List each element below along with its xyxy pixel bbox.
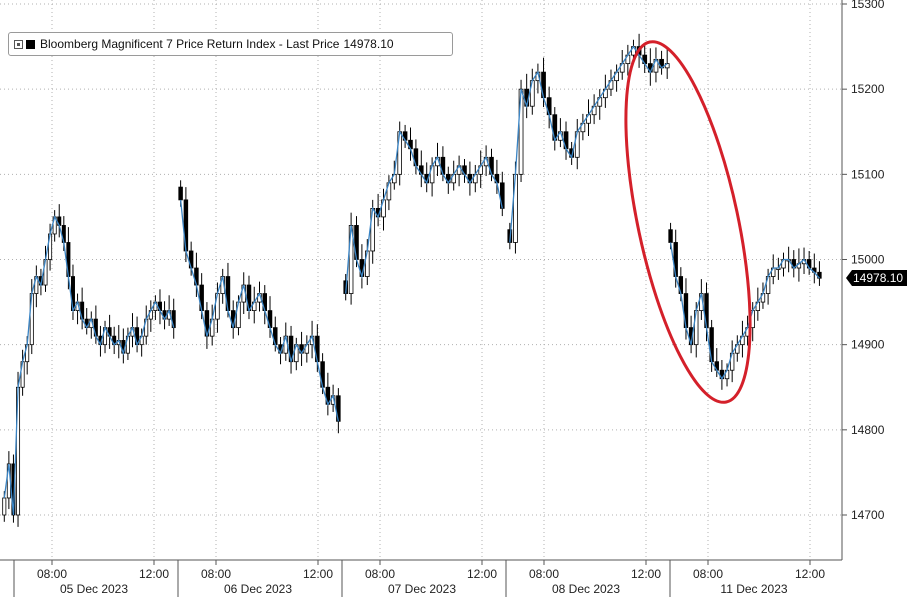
x-tick-label: 12:00 — [303, 567, 333, 581]
y-tick-label: 14800 — [851, 423, 885, 437]
trend-line-segment — [179, 199, 340, 422]
legend-label: Bloomberg Magnificent 7 Price Return Ind… — [40, 37, 340, 51]
trend-line-segment — [345, 129, 503, 294]
highlight-ellipse — [624, 40, 752, 404]
legend-value: 14978.10 — [343, 37, 394, 51]
y-tick-label: 15000 — [851, 253, 885, 267]
candles — [2, 33, 822, 527]
x-tick-label: 08:00 — [37, 567, 67, 581]
date-label: 05 Dec 2023 — [60, 582, 128, 596]
legend[interactable]: Bloomberg Magnificent 7 Price Return Ind… — [8, 32, 453, 56]
y-tick-label: 14900 — [851, 338, 885, 352]
last-price-badge-text: 14978.10 — [853, 271, 903, 285]
x-tick-label: 12:00 — [139, 567, 169, 581]
trend-line-segment — [3, 215, 175, 516]
candle-body — [2, 497, 7, 516]
date-label: 06 Dec 2023 — [224, 582, 292, 596]
x-tick-label: 08:00 — [529, 567, 559, 581]
date-label: 11 Dec 2023 — [720, 582, 787, 596]
legend-toggle-icon[interactable] — [14, 39, 23, 49]
y-tick-label: 15100 — [851, 167, 885, 181]
chart-grid — [0, 0, 842, 560]
y-tick-label: 15200 — [851, 82, 885, 96]
date-label: 07 Dec 2023 — [388, 582, 456, 596]
y-axis: 14700 14800 14900 15000 15100 15200 15300 — [841, 0, 885, 560]
x-tick-label: 12:00 — [467, 567, 497, 581]
trend-line-segment — [669, 242, 820, 380]
last-price-badge: 14978.10 — [846, 270, 907, 286]
trend-line-segment — [509, 45, 668, 243]
x-tick-label: 08:00 — [365, 567, 395, 581]
candle-body — [500, 182, 505, 209]
x-tick-label: 12:00 — [795, 567, 825, 581]
candle-body — [668, 229, 673, 243]
candle-body — [178, 186, 183, 201]
y-tick-label: 15300 — [851, 0, 885, 11]
x-tick-label: 12:00 — [631, 567, 661, 581]
legend-swatch — [26, 39, 35, 49]
x-tick-label: 08:00 — [201, 567, 231, 581]
date-label: 08 Dec 2023 — [552, 582, 620, 596]
y-tick-label: 14700 — [851, 508, 885, 522]
x-tick-label: 08:00 — [693, 567, 723, 581]
trend-line — [3, 45, 820, 516]
